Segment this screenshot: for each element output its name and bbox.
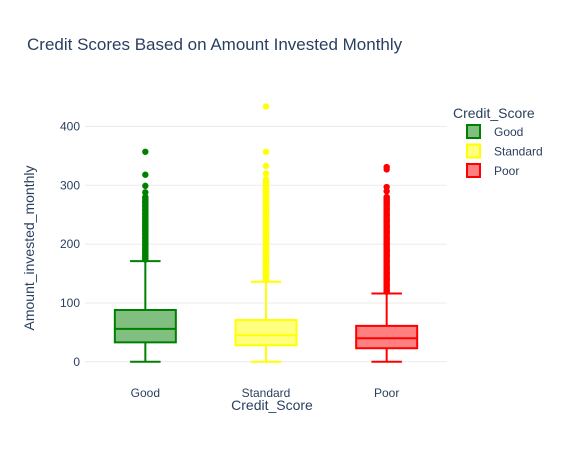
box-iqr[interactable]: [113, 309, 177, 344]
legend-item-good[interactable]: Good: [466, 124, 523, 139]
outlier-point: [262, 162, 270, 170]
y-tick-label: 0: [73, 355, 80, 369]
y-tick-label: 300: [60, 178, 80, 192]
legend-title: Credit_Score: [453, 105, 535, 121]
outlier-point: [262, 176, 270, 184]
legend-label: Standard: [494, 145, 543, 159]
box-iqr[interactable]: [355, 324, 419, 350]
outlier-point: [142, 148, 149, 155]
y-tick-label: 400: [60, 119, 80, 133]
legend-swatch: [466, 143, 481, 159]
legend-label: Poor: [494, 164, 519, 178]
x-axis-title: Credit_Score: [231, 397, 313, 413]
outlier-point: [262, 103, 270, 110]
x-tick-label: Standard: [242, 386, 291, 400]
x-tick-label: Good: [131, 386, 160, 400]
outlier-point: [262, 170, 270, 177]
legend-label: Good: [494, 125, 523, 139]
box-iqr[interactable]: [234, 319, 298, 347]
legend-swatch: [466, 124, 481, 139]
y-tick-label: 100: [60, 296, 80, 310]
boxes[interactable]: [113, 103, 419, 363]
outlier-point: [383, 166, 390, 173]
outlier-point: [142, 171, 149, 178]
chart-title: Credit Scores Based on Amount Invested M…: [27, 35, 403, 54]
outlier-point: [383, 187, 390, 195]
legend-item-poor[interactable]: Poor: [466, 163, 519, 178]
outlier-point: [142, 182, 149, 190]
legend-items[interactable]: Good Standard Poor: [466, 124, 543, 178]
outlier-point: [142, 194, 149, 201]
outlier-point: [383, 194, 390, 201]
legend-swatch: [466, 163, 481, 178]
outlier-point: [142, 189, 149, 196]
box-poor[interactable]: [355, 163, 419, 363]
y-axis-ticks: 0 100 200 300 400: [60, 119, 80, 368]
legend-item-standard[interactable]: Standard: [466, 143, 543, 159]
box-good[interactable]: [113, 148, 177, 363]
outlier-point: [262, 148, 270, 155]
box-standard[interactable]: [234, 103, 298, 363]
y-tick-label: 200: [60, 237, 80, 251]
x-tick-label: Poor: [374, 386, 399, 400]
y-axis-title: Amount_invested_monthly: [21, 166, 37, 331]
x-axis-ticks: Good Standard Poor: [131, 386, 400, 400]
legend[interactable]: Credit_Score Good Standard Poor: [453, 105, 543, 178]
